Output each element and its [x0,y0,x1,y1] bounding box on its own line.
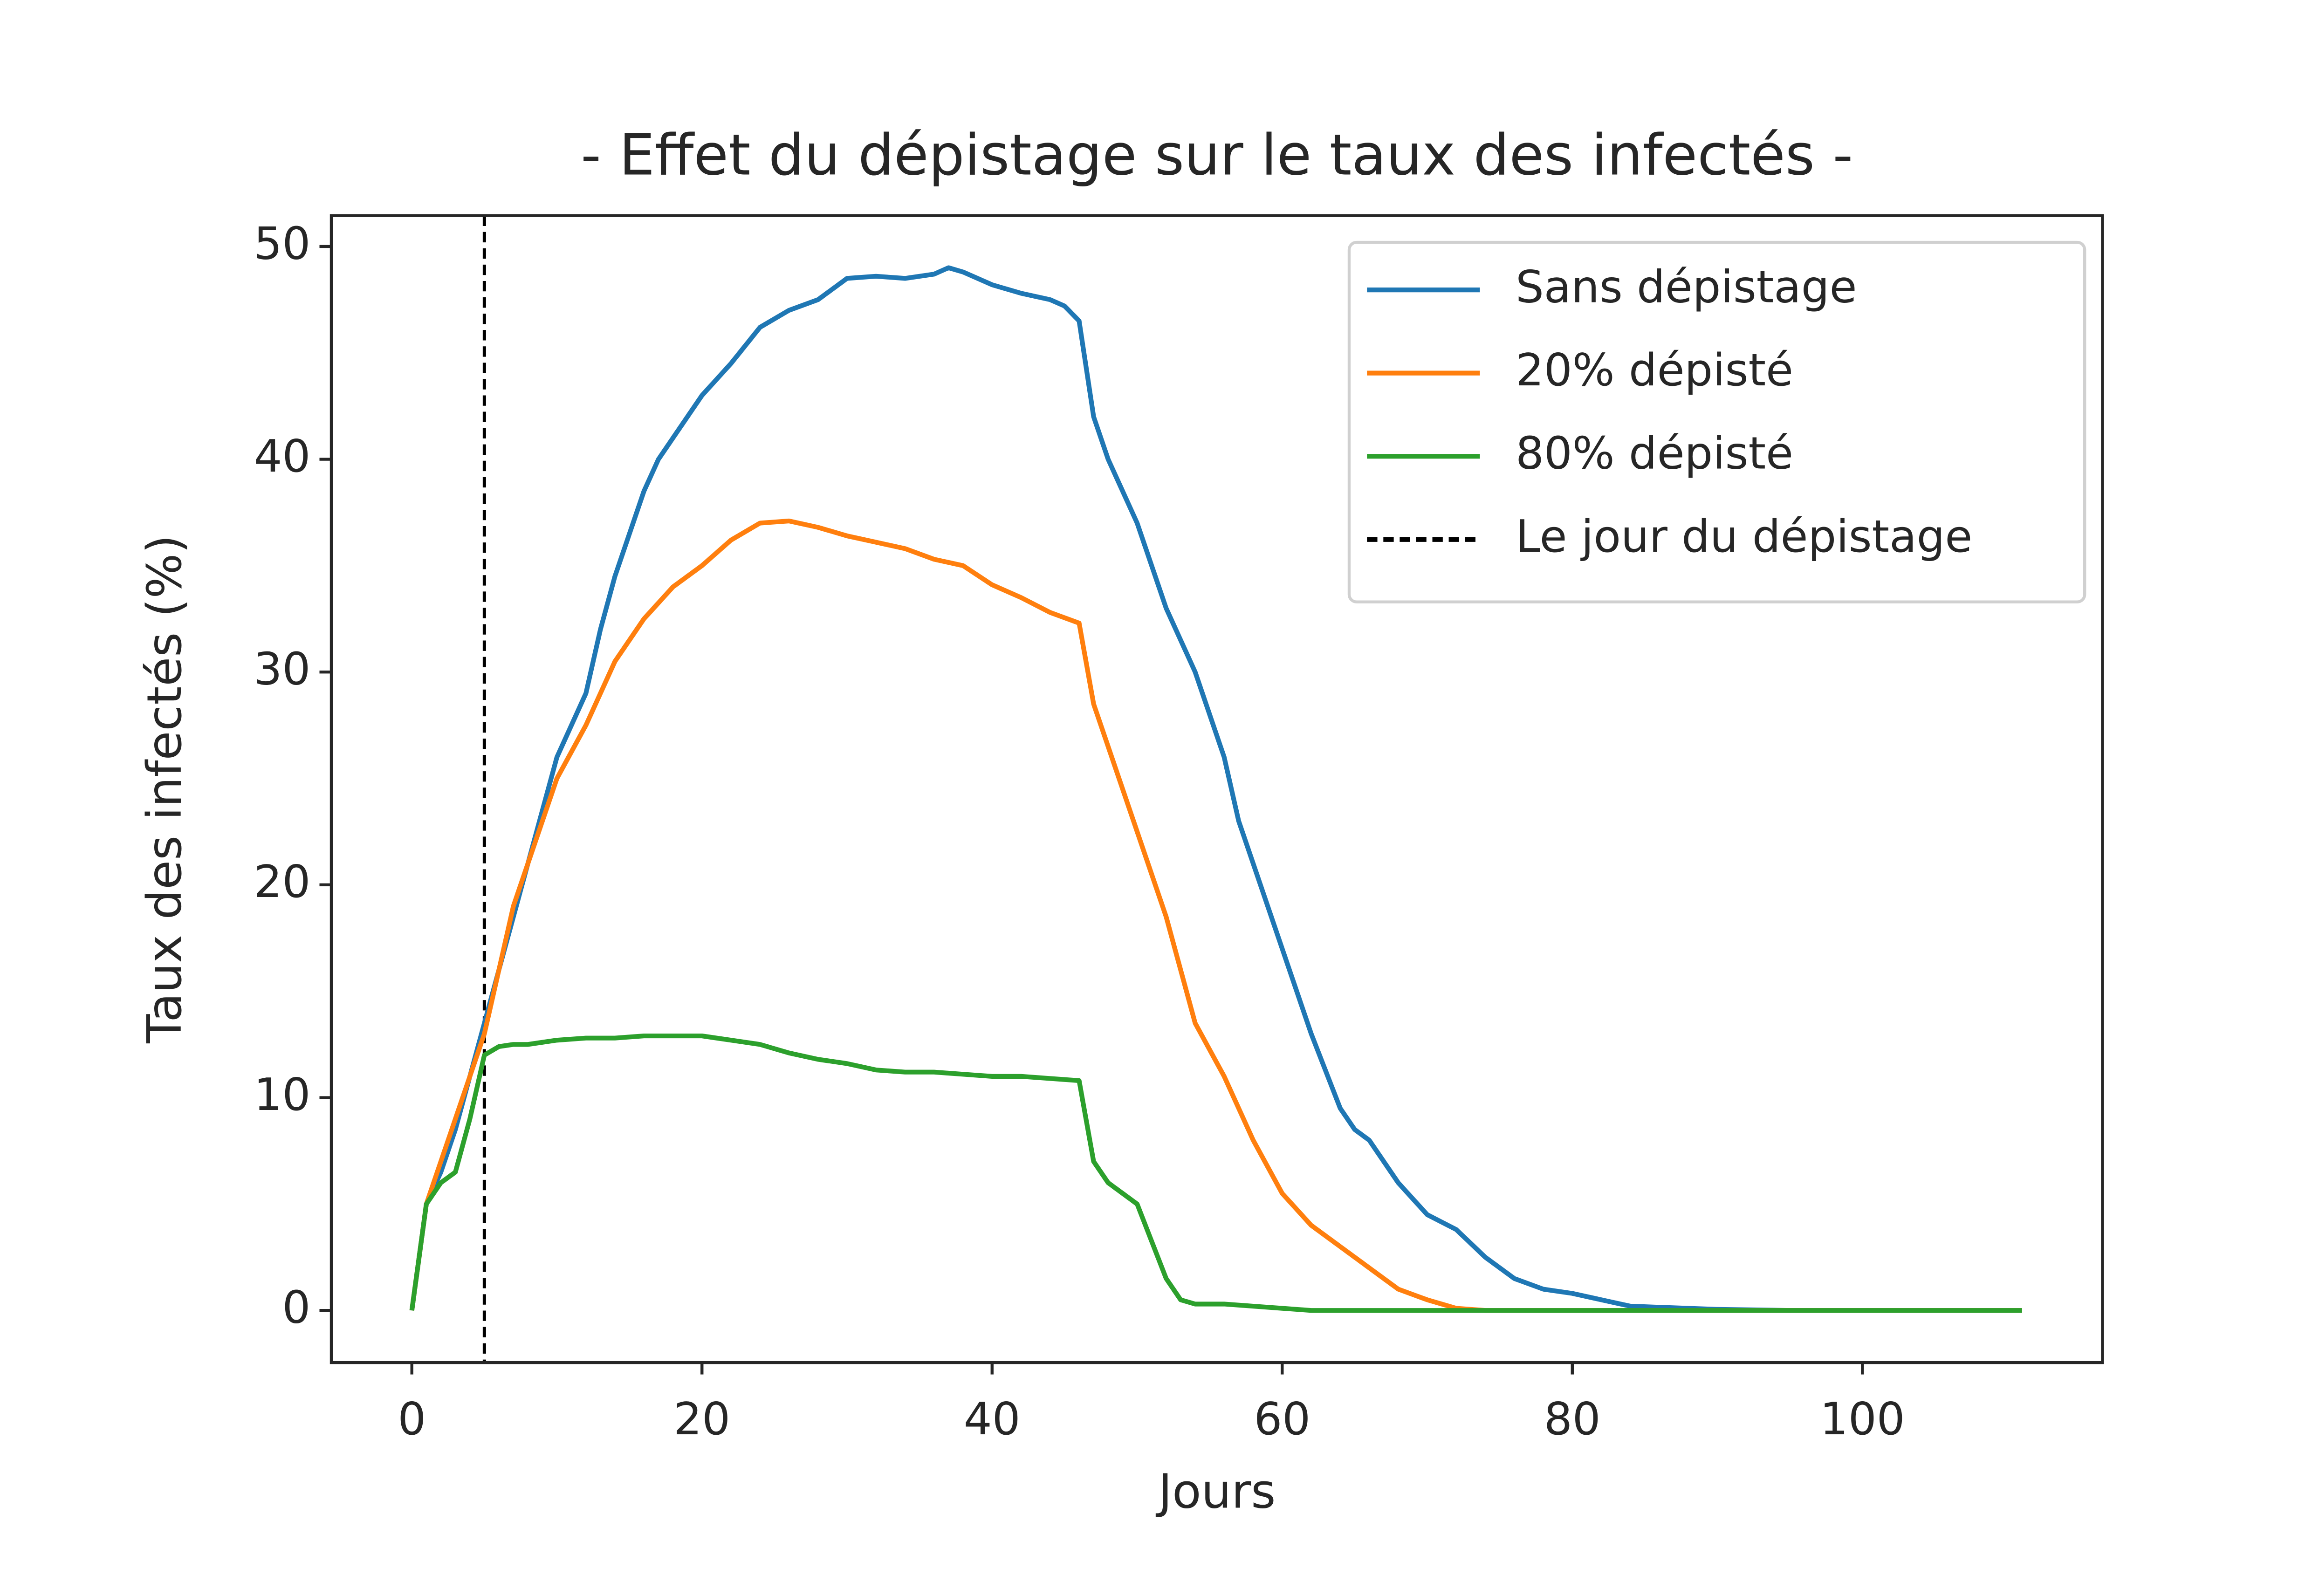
x-tick-label: 80 [1544,1393,1601,1445]
y-axis-label: Taux des infectés (%) [137,535,192,1044]
plot-frame [329,214,2104,1364]
data-line [409,518,2022,1313]
y-tick-label: 30 [254,643,311,695]
x-tick-label: 100 [1820,1393,1905,1445]
legend-label: Le jour du dépistage [1516,510,1972,562]
x-tick-label: 40 [964,1393,1021,1445]
legend: Sans dépistage 20% dépisté 80% dépisté Le j… [1347,240,2086,603]
legend-label: Sans dépistage [1516,260,1857,313]
data-line [409,265,2022,1313]
legend-label: 20% dépisté [1516,344,1793,396]
y-tick-label: 10 [254,1069,311,1121]
chart-title: - Effet du dépistage sur le taux des inf… [581,123,1853,188]
y-tick-label: 40 [254,430,311,482]
x-axis-label: Jours [1155,1464,1276,1520]
data-line [409,1033,2022,1313]
x-tick-label: 20 [673,1393,730,1445]
legend-box [1347,240,2086,603]
y-tick-label: 0 [282,1281,311,1334]
x-tick-label: 0 [398,1393,426,1445]
legend-label: 80% dépisté [1516,427,1793,479]
y-tick-label: 20 [254,856,311,908]
y-tick-label: 50 [254,217,311,269]
x-tick-label: 60 [1254,1393,1310,1445]
